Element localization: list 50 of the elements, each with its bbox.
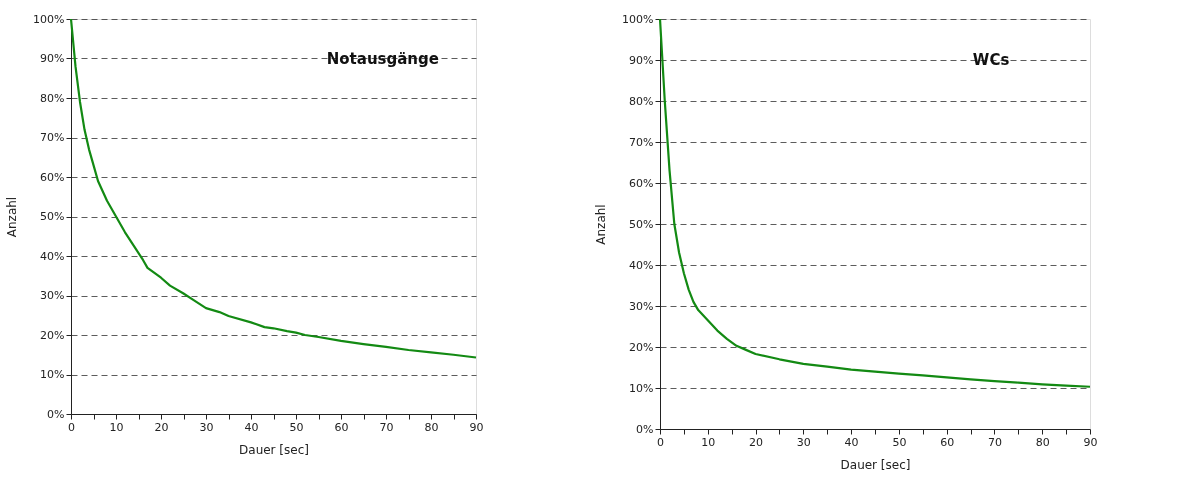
x-tick-label: 30 bbox=[796, 435, 811, 449]
text: Notausgänge bbox=[326, 49, 439, 68]
y-tick-label: 60% bbox=[629, 176, 654, 190]
y-tick-label: 40% bbox=[629, 258, 654, 272]
y-tick-label: 0% bbox=[636, 422, 654, 436]
x-tick-label: 50 bbox=[892, 435, 907, 449]
y-tick-label: 70% bbox=[629, 135, 654, 149]
y-axis-title: Anzahl bbox=[5, 196, 20, 238]
x-tick-label: 10 bbox=[109, 420, 124, 434]
y-axis-title: Anzahl bbox=[594, 204, 609, 245]
x-tick-label: 90 bbox=[469, 420, 484, 434]
y-tick-label: 80% bbox=[629, 94, 654, 108]
y-tick-label: 80% bbox=[40, 91, 65, 105]
x-tick-label: 70 bbox=[987, 435, 1002, 449]
x-tick-label: 50 bbox=[289, 420, 304, 434]
y-tick-label: 60% bbox=[40, 170, 65, 184]
y-tick-label: 0% bbox=[47, 407, 65, 421]
y-tick-label: 30% bbox=[629, 299, 654, 313]
y-tick-label: 70% bbox=[40, 131, 65, 144]
y-tick-label: 100% bbox=[622, 12, 654, 26]
y-tick-label: 20% bbox=[629, 340, 654, 354]
y-tick-label: 30% bbox=[40, 289, 65, 302]
y-tick-label: 90% bbox=[40, 52, 65, 65]
x-tick-label: 20 bbox=[154, 420, 169, 434]
y-tick-label: 10% bbox=[40, 368, 65, 381]
x-tick-label: 40 bbox=[244, 420, 259, 434]
x-tick-label: 40 bbox=[844, 435, 859, 449]
x-tick-label: 80 bbox=[424, 420, 439, 434]
x-tick-label: 60 bbox=[940, 435, 955, 449]
line-series bbox=[69, 17, 478, 359]
x-axis-title: Dauer [sec] bbox=[239, 442, 309, 457]
line-series bbox=[658, 17, 1092, 388]
y-tick-label: 50% bbox=[40, 210, 65, 223]
y-tick-label: 90% bbox=[629, 53, 654, 67]
x-tick-label: 80 bbox=[1035, 435, 1050, 449]
y-tick-label: 10% bbox=[629, 381, 654, 395]
x-tick-label: 10 bbox=[701, 435, 716, 449]
y-tick-label: 40% bbox=[40, 249, 65, 263]
x-tick-label: 60 bbox=[334, 420, 349, 434]
x-tick-label: 70 bbox=[379, 420, 394, 434]
x-tick-label: 0 bbox=[68, 420, 75, 434]
text: WCs bbox=[972, 51, 1010, 69]
y-tick-label: 100% bbox=[33, 12, 65, 26]
y-tick-label: 20% bbox=[40, 328, 65, 342]
x-axis-title: Dauer [sec] bbox=[840, 457, 911, 472]
x-tick-label: 90 bbox=[1083, 435, 1098, 449]
x-tick-label: 0 bbox=[657, 435, 664, 449]
x-tick-label: 30 bbox=[199, 420, 214, 434]
y-tick-label: 50% bbox=[629, 217, 654, 231]
x-tick-label: 20 bbox=[749, 435, 764, 449]
